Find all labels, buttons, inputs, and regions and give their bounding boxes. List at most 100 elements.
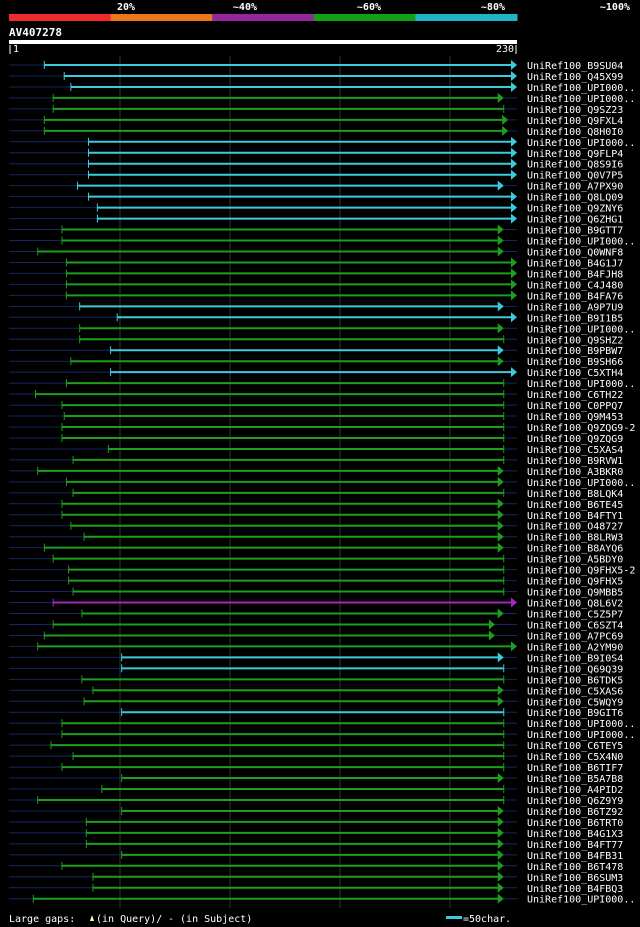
hit-label[interactable]: UniRef100_Q0WNF8 <box>527 247 623 258</box>
hit-row[interactable]: UniRef100_Q9ZQG9-2 <box>9 423 635 434</box>
hit-row[interactable]: UniRef100_Q9SZ23 <box>9 104 623 116</box>
hit-label[interactable]: UniRef100_B9RVW1 <box>527 456 623 467</box>
hit-row[interactable]: UniRef100_Q9MBB5 <box>9 587 623 599</box>
hit-row[interactable]: UniRef100_C6TH22 <box>9 390 623 401</box>
hit-label[interactable]: UniRef100_Q9FXL4 <box>527 116 623 127</box>
hit-label[interactable]: UniRef100_C5XAS6 <box>527 686 623 697</box>
hit-row[interactable]: UniRef100_C5WQY9 <box>9 696 623 708</box>
hit-row[interactable]: UniRef100_C6SZT4 <box>9 619 623 631</box>
hit-label[interactable]: UniRef100_C5WQY9 <box>527 697 623 708</box>
hit-row[interactable]: UniRef100_A4PID2 <box>9 785 623 796</box>
hit-label[interactable]: UniRef100_B9SU04 <box>527 61 623 72</box>
hit-label[interactable]: UniRef100_B6T478 <box>527 862 623 873</box>
hit-row[interactable]: UniRef100_B4FBQ3 <box>9 882 623 895</box>
hit-label[interactable]: UniRef100_B6TIF7 <box>527 763 623 774</box>
hit-label[interactable]: UniRef100_C5XTH4 <box>527 368 623 379</box>
hit-row[interactable]: UniRef100_C0PPQ7 <box>9 401 623 412</box>
hit-row[interactable]: UniRef100_Q8LQ09 <box>9 191 623 204</box>
hit-label[interactable]: UniRef100_C6TH22 <box>527 390 623 401</box>
hit-row[interactable]: UniRef100_Q9FLP4 <box>9 147 623 160</box>
hit-label[interactable]: UniRef100_B6TDK5 <box>527 675 623 686</box>
hit-row[interactable]: UniRef100_B9I0S4 <box>9 652 623 664</box>
hit-row[interactable]: UniRef100_B4FJH8 <box>9 268 623 280</box>
hit-row[interactable]: UniRef100_B9SH66 <box>9 356 623 368</box>
hit-row[interactable]: UniRef100_Q6ZHG1 <box>9 213 623 226</box>
hit-row[interactable]: UniRef100_UPI000.. <box>9 719 635 730</box>
hit-label[interactable]: UniRef100_UPI000.. <box>527 895 635 906</box>
hit-row[interactable]: UniRef100_C5Z5P7 <box>9 608 623 621</box>
hit-row[interactable]: UniRef100_A3BKR0 <box>9 465 623 478</box>
hit-label[interactable]: UniRef100_Q8L6V2 <box>527 599 623 610</box>
hit-label[interactable]: UniRef100_Q9ZQG9-2 <box>527 423 635 434</box>
hit-label[interactable]: UniRef100_B4FBQ3 <box>527 884 623 895</box>
hit-row[interactable]: UniRef100_C5XAS6 <box>9 685 623 697</box>
hit-label[interactable]: UniRef100_B8LRW3 <box>527 533 623 544</box>
hit-row[interactable]: UniRef100_Q45X99 <box>9 70 623 83</box>
hit-label[interactable]: UniRef100_Q9FLP4 <box>527 149 623 160</box>
hit-row[interactable]: UniRef100_Q0WNF8 <box>9 246 623 258</box>
hit-label[interactable]: UniRef100_C4J480 <box>527 280 623 291</box>
hit-label[interactable]: UniRef100_B9I1B5 <box>527 313 623 324</box>
hit-label[interactable]: UniRef100_UPI000.. <box>527 83 635 94</box>
hit-label[interactable]: UniRef100_UPI000.. <box>527 730 635 741</box>
hit-row[interactable]: UniRef100_Q8S9I6 <box>9 158 623 171</box>
hit-label[interactable]: UniRef100_B9I0S4 <box>527 653 623 664</box>
hit-row[interactable]: UniRef100_UPI000.. <box>9 92 635 105</box>
hit-row[interactable]: UniRef100_Q9ZQG9 <box>9 433 623 445</box>
hit-label[interactable]: UniRef100_Q8LQ09 <box>527 193 623 204</box>
hit-row[interactable]: UniRef100_Q9FXL4 <box>9 114 623 127</box>
hit-row[interactable]: UniRef100_UPI000.. <box>9 323 635 335</box>
hit-row[interactable]: UniRef100_B8LQK4 <box>9 488 623 500</box>
hit-row[interactable]: UniRef100_B4FB31 <box>9 849 623 862</box>
hit-row[interactable]: UniRef100_Q9M453 <box>9 412 623 423</box>
hit-label[interactable]: UniRef100_B8AYQ6 <box>527 544 623 555</box>
hit-row[interactable]: UniRef100_C4J480 <box>9 279 623 291</box>
hit-label[interactable]: UniRef100_B4FJH8 <box>527 269 623 280</box>
hit-label[interactable]: UniRef100_Q9ZQG9 <box>527 434 623 445</box>
hit-label[interactable]: UniRef100_B9PBW7 <box>527 346 623 357</box>
hit-row[interactable]: UniRef100_UPI000.. <box>9 379 635 390</box>
hit-row[interactable]: UniRef100_B6SUM3 <box>9 871 623 884</box>
hit-row[interactable]: UniRef100_UPI000.. <box>9 476 635 489</box>
hit-row[interactable]: UniRef100_C5XTH4 <box>9 367 623 379</box>
hit-label[interactable]: UniRef100_A2YM90 <box>527 642 623 653</box>
hit-row[interactable]: UniRef100_B6TIF7 <box>9 763 623 774</box>
hit-label[interactable]: UniRef100_C5Z5P7 <box>527 610 623 621</box>
hit-label[interactable]: UniRef100_Q6Z9Y9 <box>527 796 623 807</box>
hit-row[interactable]: UniRef100_B9GIT6 <box>9 708 623 719</box>
hit-row[interactable]: UniRef100_Q9SHZ2 <box>9 335 623 346</box>
hit-label[interactable]: UniRef100_UPI000.. <box>527 138 635 149</box>
hit-row[interactable]: UniRef100_Q8H0I0 <box>9 125 623 138</box>
hit-label[interactable]: UniRef100_Q9ZNY6 <box>527 204 623 215</box>
hit-label[interactable]: UniRef100_B6TZ92 <box>527 807 623 818</box>
hit-label[interactable]: UniRef100_C5X4N0 <box>527 752 623 763</box>
hit-row[interactable]: UniRef100_UPI000.. <box>9 235 635 248</box>
hit-label[interactable]: UniRef100_B6TRT0 <box>527 818 623 829</box>
hit-row[interactable]: UniRef100_Q9FHX5-2 <box>9 565 635 577</box>
hit-row[interactable]: UniRef100_B5A7B8 <box>9 773 623 785</box>
hit-row[interactable]: UniRef100_A7PX90 <box>9 180 623 193</box>
hit-label[interactable]: UniRef100_UPI000.. <box>527 324 635 335</box>
hit-label[interactable]: UniRef100_A4PID2 <box>527 785 623 796</box>
hit-label[interactable]: UniRef100_A7PC69 <box>527 631 623 642</box>
hit-label[interactable]: UniRef100_Q0V7P5 <box>527 171 623 182</box>
hit-label[interactable]: UniRef100_B4G1J7 <box>527 258 623 269</box>
hit-row[interactable]: UniRef100_UPI000.. <box>9 730 635 741</box>
hit-row[interactable]: UniRef100_B4FA76 <box>9 290 623 302</box>
hit-label[interactable]: UniRef100_Q9M453 <box>527 412 623 423</box>
hit-label[interactable]: UniRef100_UPI000.. <box>527 478 635 489</box>
hit-row[interactable]: UniRef100_UPI000.. <box>9 81 635 94</box>
hit-row[interactable]: UniRef100_B4G1J7 <box>9 257 623 269</box>
hit-label[interactable]: UniRef100_B5A7B8 <box>527 774 623 785</box>
hit-row[interactable]: UniRef100_B6TRT0 <box>9 816 623 829</box>
hit-label[interactable]: UniRef100_B4FA76 <box>527 291 623 302</box>
hit-row[interactable]: UniRef100_C5X4N0 <box>9 752 623 763</box>
hit-label[interactable]: UniRef100_Q6ZHG1 <box>527 215 623 226</box>
hit-row[interactable]: UniRef100_UPI000.. <box>9 136 635 149</box>
hit-label[interactable]: UniRef100_B4FB31 <box>527 851 623 862</box>
hit-label[interactable]: UniRef100_B9SH66 <box>527 357 623 368</box>
hit-label[interactable]: UniRef100_O48727 <box>527 522 623 533</box>
hit-row[interactable]: UniRef100_B4G1X3 <box>9 827 623 840</box>
hit-row[interactable]: UniRef100_UPI000.. <box>9 893 635 906</box>
hit-row[interactable]: UniRef100_B8LRW3 <box>9 531 623 544</box>
